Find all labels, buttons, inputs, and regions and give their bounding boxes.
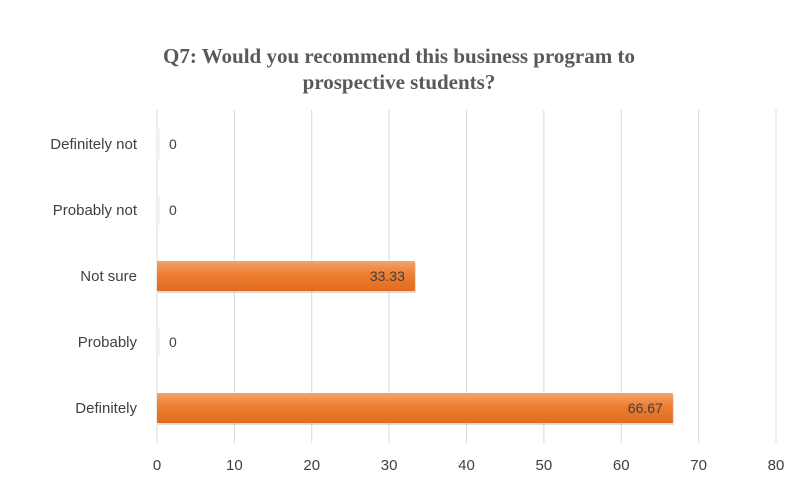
x-tick-label: 0 xyxy=(153,457,161,474)
data-label: 0 xyxy=(169,202,177,218)
bars xyxy=(157,129,674,425)
labels: 0 10 20 30 40 50 60 70 80 Definitely not 0 Probably… xyxy=(50,136,784,474)
data-label: 66.67 xyxy=(628,400,663,416)
category-label: Not sure xyxy=(80,268,137,285)
category-label: Probably xyxy=(78,334,138,351)
bar-not-sure xyxy=(157,261,415,291)
x-tick-label: 10 xyxy=(226,457,243,474)
bar-definitely xyxy=(157,393,673,423)
category-label: Definitely not xyxy=(50,136,138,153)
category-label: Definitely xyxy=(75,400,137,417)
bar-probably xyxy=(157,327,160,357)
x-tick-label: 30 xyxy=(381,457,398,474)
x-tick-label: 40 xyxy=(458,457,475,474)
chart-title-line-1: Q7: Would you recommend this business pr… xyxy=(163,44,635,68)
chart-title: Q7: Would you recommend this business pr… xyxy=(0,43,798,95)
bar-definitely-not xyxy=(157,129,160,159)
data-label: 0 xyxy=(169,334,177,350)
x-tick-label: 80 xyxy=(768,457,785,474)
category-label: Probably not xyxy=(53,202,138,219)
x-tick-label: 50 xyxy=(536,457,553,474)
data-label: 0 xyxy=(169,136,177,152)
x-tick-label: 60 xyxy=(613,457,630,474)
x-tick-label: 70 xyxy=(690,457,707,474)
bar-probably-not xyxy=(157,195,160,225)
data-label: 33.33 xyxy=(370,268,405,284)
x-tick-label: 20 xyxy=(303,457,320,474)
chart-title-line-2: prospective students? xyxy=(302,70,496,94)
